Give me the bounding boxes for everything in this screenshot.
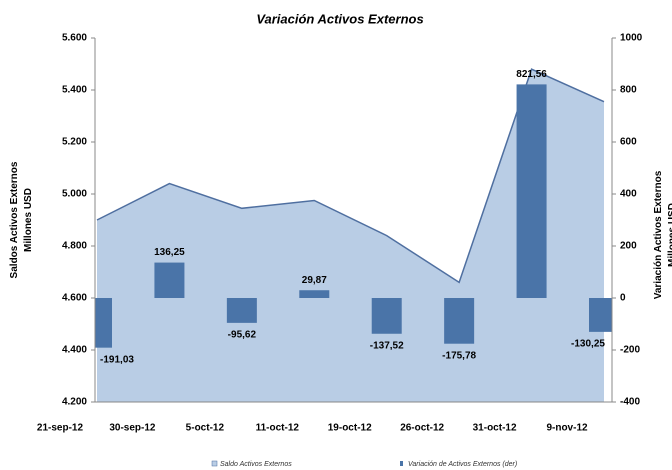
legend-swatch <box>211 460 218 467</box>
bar <box>444 298 475 344</box>
y2-tick-label: -400 <box>620 397 640 408</box>
data-label: -95,62 <box>228 330 257 341</box>
plot-area <box>95 68 612 402</box>
y2-axis-title-line: Variación Activos Externos <box>653 170 664 299</box>
data-label: 29,87 <box>302 275 327 286</box>
y2-tick-label: 200 <box>620 241 637 252</box>
legend-label: Saldo Activos Externos <box>220 461 292 468</box>
y2-tick-label: 800 <box>620 85 637 96</box>
x-tick-label: 9-nov-12 <box>546 423 588 434</box>
y2-axis-title-line: Millones USD <box>667 203 672 267</box>
y-axis-title-line: Saldos Activos Externos <box>9 161 20 278</box>
y2-tick-label: 1000 <box>620 33 643 44</box>
x-tick-label: 26-oct-12 <box>400 423 444 434</box>
y-tick-label: 4.800 <box>62 241 87 252</box>
data-label: -137,52 <box>370 340 404 351</box>
bar <box>226 298 257 323</box>
data-label: 821,56 <box>516 69 547 80</box>
y-tick-label: 4.200 <box>62 397 87 408</box>
data-label: -191,03 <box>100 354 134 365</box>
y2-axis-title: Variación Activos Externos Millones USD <box>653 170 672 299</box>
y-tick-label: 4.400 <box>62 345 87 356</box>
x-tick-label: 21-sep-12 <box>37 423 84 434</box>
x-tick-label: 31-oct-12 <box>473 423 517 434</box>
x-tick-label: 5-oct-12 <box>186 423 225 434</box>
x-tick-label: 19-oct-12 <box>328 423 372 434</box>
x-tick-label: 30-sep-12 <box>109 423 156 434</box>
legend-label: Variación de Activos Externos (der) <box>408 461 517 468</box>
y-tick-label: 4.600 <box>62 293 87 304</box>
y-axis-title: Saldos Activos Externos Millones USD <box>9 161 34 278</box>
y-axis-title-line: Millones USD <box>23 188 34 252</box>
bar <box>154 262 185 298</box>
y2-tick-label: 400 <box>620 189 637 200</box>
y-tick-label: 5.200 <box>62 137 87 148</box>
chart-title: Variación Activos Externos <box>256 11 423 26</box>
area <box>97 69 604 402</box>
data-label: -175,78 <box>442 350 476 361</box>
y-tick-label: 5.400 <box>62 85 87 96</box>
bar <box>95 298 112 348</box>
bar <box>299 290 330 298</box>
y2-tick-label: 600 <box>620 137 637 148</box>
legend-swatch <box>400 461 403 466</box>
y-tick-label: 5.600 <box>62 33 87 44</box>
y2-tick-label: 0 <box>620 293 626 304</box>
x-tick-label: 11-oct-12 <box>256 423 300 434</box>
bar <box>371 298 402 334</box>
bar <box>589 298 612 332</box>
y-tick-label: 5.000 <box>62 189 87 200</box>
y2-tick-label: -200 <box>620 345 640 356</box>
bar <box>516 84 547 298</box>
data-label: 136,25 <box>154 247 185 258</box>
data-label: -130,25 <box>571 339 605 350</box>
